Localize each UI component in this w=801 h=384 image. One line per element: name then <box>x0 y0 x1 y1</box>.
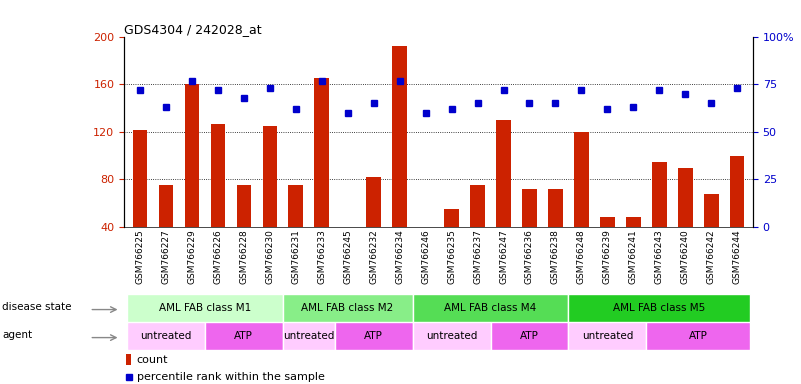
Bar <box>127 322 205 350</box>
Bar <box>366 177 380 275</box>
Bar <box>569 322 646 350</box>
Bar <box>283 322 335 350</box>
Bar <box>652 162 666 275</box>
Text: GSM766229: GSM766229 <box>187 229 196 284</box>
Text: GSM766244: GSM766244 <box>733 229 742 284</box>
Text: GSM766239: GSM766239 <box>603 229 612 284</box>
Bar <box>646 322 751 350</box>
Text: GSM766227: GSM766227 <box>161 229 171 284</box>
Bar <box>159 185 173 275</box>
Text: GSM766225: GSM766225 <box>135 229 144 284</box>
Text: GSM766245: GSM766245 <box>343 229 352 284</box>
Text: AML FAB class M5: AML FAB class M5 <box>614 303 706 313</box>
Text: ATP: ATP <box>364 331 383 341</box>
Text: untreated: untreated <box>582 331 633 341</box>
Text: GSM766238: GSM766238 <box>551 229 560 284</box>
Text: percentile rank within the sample: percentile rank within the sample <box>137 372 324 382</box>
Text: GSM766246: GSM766246 <box>421 229 430 284</box>
Text: GDS4304 / 242028_at: GDS4304 / 242028_at <box>124 23 262 36</box>
Bar <box>522 189 537 275</box>
Text: count: count <box>137 355 168 365</box>
Text: GSM766230: GSM766230 <box>265 229 274 284</box>
Text: disease state: disease state <box>2 302 72 312</box>
Bar <box>626 217 641 275</box>
Text: ATP: ATP <box>689 331 708 341</box>
Bar <box>413 294 569 322</box>
Bar <box>418 227 433 275</box>
Text: GSM766235: GSM766235 <box>447 229 456 284</box>
Bar <box>574 132 589 275</box>
Text: GSM766243: GSM766243 <box>655 229 664 284</box>
Bar <box>315 78 328 275</box>
Text: GSM766234: GSM766234 <box>395 229 404 284</box>
Text: GSM766248: GSM766248 <box>577 229 586 284</box>
Text: GSM766231: GSM766231 <box>291 229 300 284</box>
Text: GSM766242: GSM766242 <box>706 229 716 284</box>
Bar <box>490 322 569 350</box>
Bar <box>392 46 407 275</box>
Text: GSM766240: GSM766240 <box>681 229 690 284</box>
Bar <box>731 156 744 275</box>
Text: ATP: ATP <box>520 331 539 341</box>
Bar <box>211 124 225 275</box>
Bar <box>133 129 147 275</box>
Bar <box>263 126 277 275</box>
Bar <box>184 84 199 275</box>
Text: untreated: untreated <box>426 331 477 341</box>
Text: GSM766237: GSM766237 <box>473 229 482 284</box>
Text: GSM766228: GSM766228 <box>239 229 248 284</box>
Text: AML FAB class M4: AML FAB class M4 <box>445 303 537 313</box>
Bar <box>470 185 485 275</box>
Bar <box>678 167 693 275</box>
Bar <box>549 189 562 275</box>
Bar <box>236 185 251 275</box>
Bar <box>600 217 614 275</box>
Text: GSM766236: GSM766236 <box>525 229 534 284</box>
Text: AML FAB class M1: AML FAB class M1 <box>159 303 251 313</box>
Bar <box>288 185 303 275</box>
Bar <box>283 294 413 322</box>
Bar <box>413 322 490 350</box>
Text: AML FAB class M2: AML FAB class M2 <box>301 303 394 313</box>
Text: agent: agent <box>2 330 33 340</box>
Bar <box>205 322 283 350</box>
Bar <box>127 294 283 322</box>
Text: GSM766241: GSM766241 <box>629 229 638 284</box>
Bar <box>497 120 511 275</box>
Text: GSM766232: GSM766232 <box>369 229 378 284</box>
Text: untreated: untreated <box>283 331 334 341</box>
Bar <box>340 227 355 275</box>
Bar <box>704 194 718 275</box>
Text: GSM766233: GSM766233 <box>317 229 326 284</box>
Text: untreated: untreated <box>140 331 191 341</box>
Bar <box>569 294 751 322</box>
Text: ATP: ATP <box>234 331 253 341</box>
Bar <box>126 354 131 366</box>
Text: GSM766247: GSM766247 <box>499 229 508 284</box>
Text: GSM766226: GSM766226 <box>213 229 222 284</box>
Bar <box>335 322 413 350</box>
Bar <box>445 209 459 275</box>
